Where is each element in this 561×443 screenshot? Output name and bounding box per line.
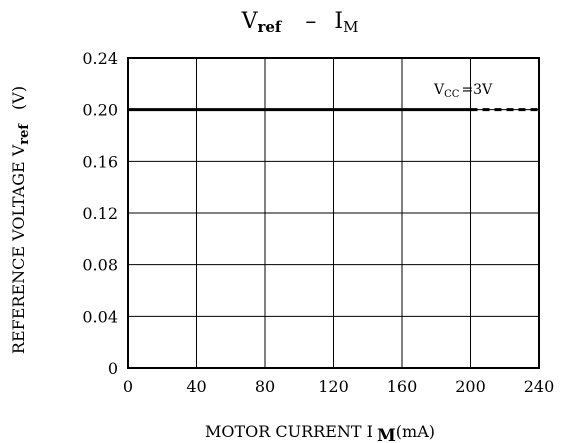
y-axis-label-sub: ref (17, 123, 32, 145)
x-tick-label: 160 (387, 377, 418, 396)
vcc-sub: CC (444, 89, 460, 100)
x-tick-label: 40 (186, 377, 206, 396)
y-tick-label: 0.24 (82, 49, 118, 68)
x-axis-label-unit: (mA) (396, 422, 435, 441)
x-tick-label: 200 (455, 377, 486, 396)
y-tick-label: 0.16 (82, 152, 118, 171)
y-tick-label: 0.12 (82, 204, 118, 223)
x-tick-label: 120 (318, 377, 349, 396)
plot-area: 0 40 80 120 160 200 240 0 0.04 0.08 0.12 0.16 0.20 0.… (82, 49, 554, 396)
title-i: I (334, 9, 343, 34)
vcc-suffix: =3V (461, 82, 493, 98)
y-axis-label: REFERENCE VOLTAGE Vref (V) (9, 86, 32, 354)
title-i-sub: M (343, 18, 358, 36)
y-axis-label-unit: (V) (9, 86, 28, 110)
vcc-annotation: VCC =3V (433, 82, 493, 100)
vcc-prefix: V (433, 82, 445, 98)
y-tick-label: 0.20 (82, 101, 118, 120)
title-dash: – (305, 9, 316, 34)
y-axis-label-text: REFERENCE VOLTAGE V (9, 144, 28, 354)
chart-title: Vref – IM (241, 9, 359, 36)
title-v: V (241, 9, 259, 34)
title-v-sub: ref (257, 18, 282, 36)
x-tick-label: 80 (255, 377, 275, 396)
y-tick-label: 0.04 (82, 307, 118, 326)
y-tick-label: 0 (108, 359, 118, 378)
y-tick-label: 0.08 (82, 256, 118, 275)
plot-frame (127, 57, 540, 369)
x-tick-label: 240 (524, 377, 555, 396)
x-axis-label-text: MOTOR CURRENT I (205, 422, 373, 441)
x-axis-label: MOTOR CURRENT I M(mA) (205, 422, 435, 443)
x-axis-label-sub: M (377, 426, 396, 443)
x-tick-label: 0 (123, 377, 133, 396)
